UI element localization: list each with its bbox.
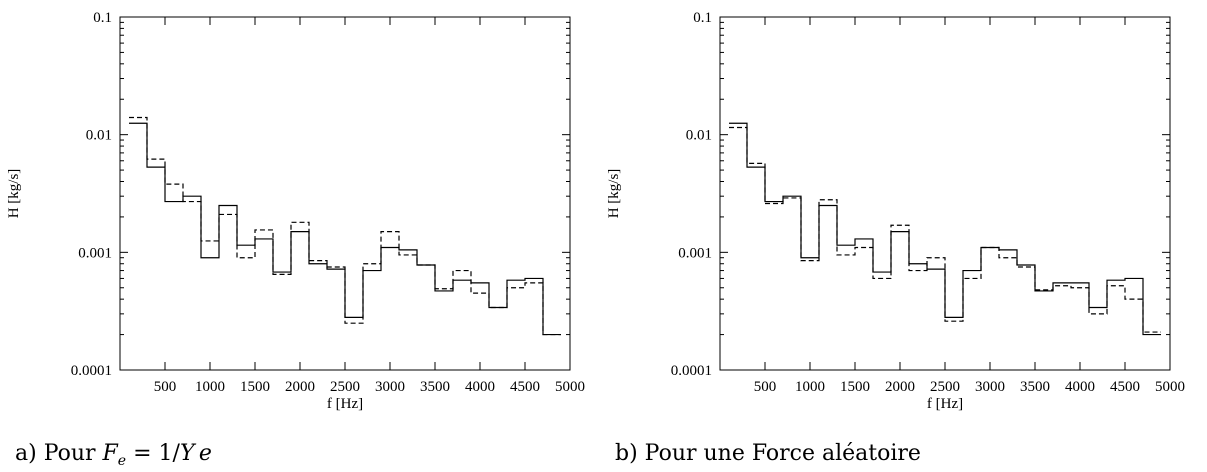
x-tick-label: 500	[154, 379, 177, 395]
x-tick-label: 4000	[465, 379, 495, 395]
x-tick-label: 2500	[930, 379, 960, 395]
y-axis-label: H [kg/s]	[6, 169, 22, 219]
x-tick-label: 4000	[1065, 379, 1095, 395]
x-tick-label: 1500	[840, 379, 870, 395]
y-tick-label: 0.0001	[71, 363, 112, 379]
series-dashed-line	[129, 116, 561, 336]
chart-caption: a) Pour Fe = 1/Y e	[15, 441, 212, 469]
y-tick-label: 0.01	[86, 128, 112, 144]
y-tick-label: 0.001	[678, 245, 712, 261]
x-tick-label: 3000	[975, 379, 1005, 395]
x-tick-label: 500	[754, 379, 777, 395]
x-tick-label: 2000	[285, 379, 315, 395]
y-axis-label: H [kg/s]	[606, 169, 622, 219]
series-solid-line	[129, 122, 561, 336]
x-axis-label: f [Hz]	[927, 396, 963, 412]
x-tick-label: 2000	[885, 379, 915, 395]
x-tick-label: 4500	[1110, 379, 1140, 395]
x-tick-label: 5000	[1155, 379, 1185, 395]
x-tick-label: 3500	[420, 379, 450, 395]
y-tick-label: 0.001	[78, 245, 112, 261]
chart-caption: b) Pour une Force aléatoire	[615, 441, 921, 466]
x-tick-label: 4500	[510, 379, 540, 395]
x-tick-label: 3500	[1020, 379, 1050, 395]
chart-panel-a: 0.0001 0.001 0.01 0.1 500 1000 1500 2000 2500 300…	[6, 10, 585, 469]
y-tick-label: 0.1	[93, 10, 112, 26]
x-axis-label: f [Hz]	[327, 396, 363, 412]
x-tick-label: 1000	[795, 379, 825, 395]
series-dashed-line	[729, 126, 1161, 333]
y-tick-label: 0.0001	[671, 363, 712, 379]
x-tick-label: 1000	[195, 379, 225, 395]
x-tick-label: 2500	[330, 379, 360, 395]
x-tick-label: 3000	[375, 379, 405, 395]
y-tick-label: 0.1	[693, 10, 712, 26]
y-tick-label: 0.01	[686, 128, 712, 144]
x-tick-label: 1500	[240, 379, 270, 395]
chart-panel-b: 0.0001 0.001 0.01 0.1 500 1000 1500 2000 2500 300…	[606, 10, 1185, 466]
x-tick-label: 5000	[555, 379, 585, 395]
series-solid-line	[729, 122, 1161, 336]
